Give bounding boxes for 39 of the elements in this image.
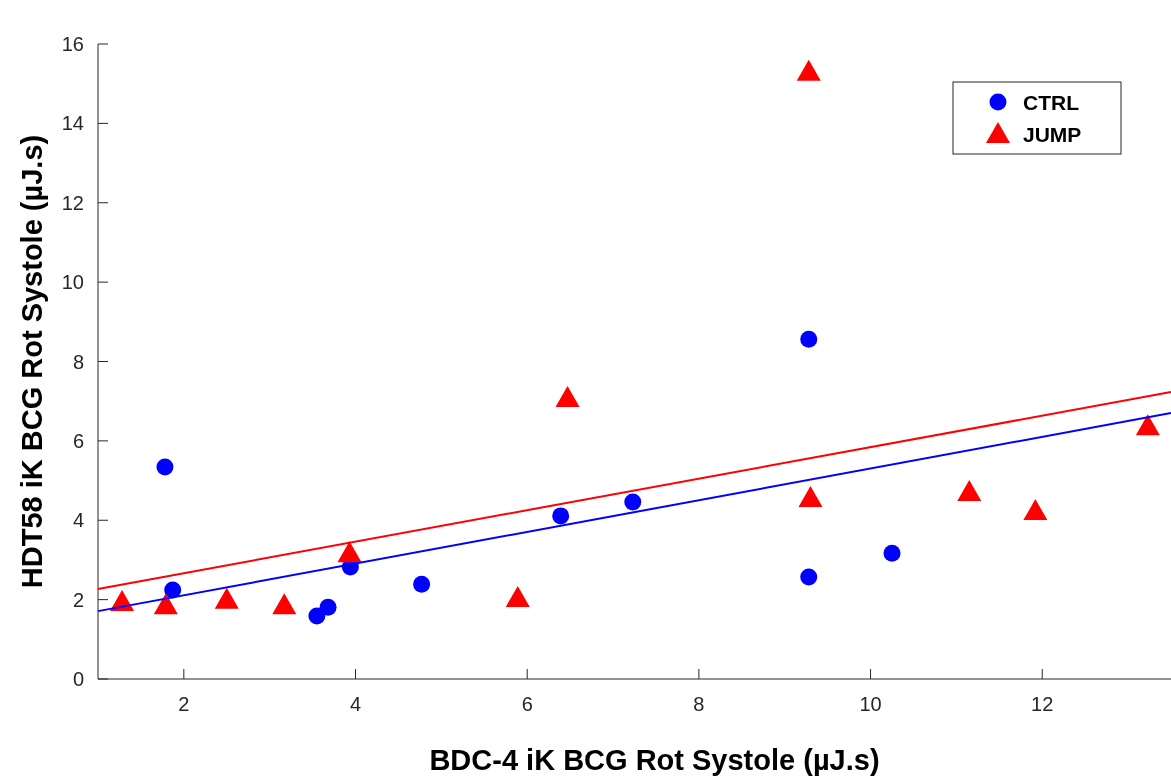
- y-tick-label: 14: [61, 112, 84, 135]
- point: [552, 507, 570, 525]
- point: [624, 493, 642, 511]
- x-tick-label: 2: [178, 693, 190, 715]
- point: [214, 587, 239, 609]
- point: [272, 593, 297, 615]
- x-tick-label: 10: [859, 693, 882, 715]
- point: [308, 607, 326, 625]
- y-tick-label: 0: [72, 668, 84, 690]
- point: [337, 541, 362, 563]
- x-tick-label: 12: [1031, 693, 1054, 715]
- y-tick-label: 4: [72, 509, 84, 532]
- x-tick-label: 8: [693, 693, 705, 715]
- point: [1023, 499, 1048, 521]
- y-tick-label: 12: [61, 191, 84, 214]
- y-tick-label: 6: [72, 429, 84, 452]
- point: [555, 386, 580, 408]
- y-tick-label: 16: [61, 33, 84, 55]
- point: [505, 586, 530, 608]
- x-tick-label: 4: [349, 693, 362, 715]
- x-tick-label: 6: [521, 693, 533, 715]
- point: [957, 480, 982, 502]
- y-tick-label: 10: [61, 271, 84, 294]
- point: [798, 486, 823, 508]
- point: [153, 593, 178, 615]
- point: [883, 544, 901, 562]
- legend-label: JUMP: [1023, 123, 1082, 146]
- point: [800, 330, 818, 348]
- point: [319, 598, 337, 616]
- legend-label: CTRL: [1023, 91, 1080, 114]
- x-axis-title: BDC-4 iK BCG Rot Systole (µJ.s): [429, 744, 880, 776]
- y-tick-label: 8: [72, 350, 84, 373]
- point: [796, 59, 821, 81]
- point: [800, 568, 818, 586]
- point: [156, 458, 174, 476]
- y-axis-title: HDT58 iK BCG Rot Systole (µJ.s): [16, 134, 48, 589]
- y-tick-label: 2: [72, 588, 84, 611]
- point: [1135, 414, 1160, 436]
- point: [413, 575, 431, 593]
